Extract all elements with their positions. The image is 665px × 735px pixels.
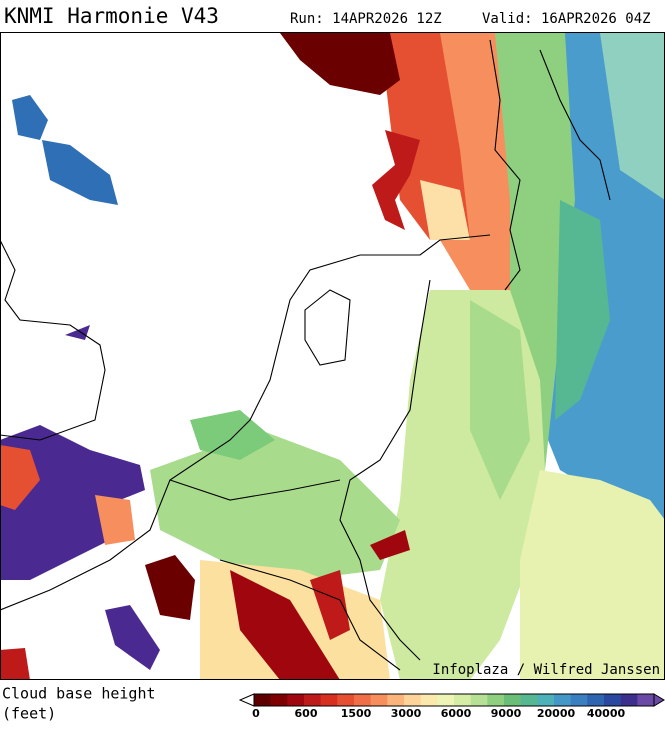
colorbar-tick-label: 40000	[587, 707, 626, 720]
map	[0, 32, 665, 680]
colorbar-tick-label: 0	[252, 707, 260, 720]
colorbar-frame	[253, 693, 655, 707]
border	[169, 479, 341, 501]
cloud-field	[12, 95, 48, 140]
cloud-field	[600, 33, 664, 200]
cloud-field	[150, 430, 400, 580]
cloud-field	[65, 325, 90, 340]
cloud-field	[95, 495, 135, 545]
coastline	[489, 39, 521, 291]
colorbar-swatch	[454, 694, 471, 706]
colorbar-swatch	[354, 694, 371, 706]
colorbar-tick-label: 1500	[341, 707, 372, 720]
cloud-field	[470, 300, 530, 500]
cloud-field	[1, 648, 30, 679]
cloud-field	[190, 410, 275, 460]
colorbar-tick-label: 3000	[391, 707, 422, 720]
colorbar-swatch	[520, 694, 538, 706]
border	[219, 559, 401, 671]
legend-label: Cloud base height	[2, 685, 156, 703]
cloud-field	[1, 445, 40, 510]
colorbar-swatch	[387, 694, 405, 706]
run-time: Run: 14APR2026 12Z	[290, 11, 442, 27]
coastline	[304, 289, 351, 366]
cloud-field	[372, 130, 420, 230]
colorbar-swatch	[487, 694, 505, 706]
colorbar-swatch	[370, 694, 388, 706]
colorbar-swatch	[270, 694, 288, 706]
cloud-field	[370, 530, 410, 560]
coastline	[539, 49, 611, 201]
cloud-field	[105, 605, 160, 670]
colorbar-swatch	[337, 694, 355, 706]
colorbar-swatch	[254, 694, 271, 706]
cloud-field	[1, 425, 145, 580]
coastline	[1, 234, 491, 611]
cloud-field	[520, 470, 664, 679]
legend-label: (feet)	[2, 705, 56, 723]
credit: Infoplaza / Wilfred Janssen	[432, 662, 660, 678]
cloud-field	[230, 570, 340, 679]
title: KNMI Harmonie V43	[4, 4, 219, 28]
colorbar: 0 600 1500 3000 6000 9000 20000 40000	[238, 693, 665, 720]
colorbar-swatch	[604, 694, 621, 706]
colorbar-swatch	[504, 694, 521, 706]
colorbar-swatch	[570, 694, 588, 706]
valid-time: Valid: 16APR2026 04Z	[482, 11, 651, 27]
colorbar-tick-label: 600	[295, 707, 318, 720]
colorbar-swatch	[470, 694, 488, 706]
coastline	[1, 240, 106, 441]
colorbar-swatch	[420, 694, 438, 706]
cloud-field	[280, 33, 400, 95]
colorbar-tick-label: 9000	[491, 707, 522, 720]
colorbar-swatch	[637, 694, 655, 706]
cloud-field	[555, 200, 610, 420]
cloud-field	[145, 555, 195, 620]
colorbar-swatch	[404, 694, 421, 706]
cloud-field	[420, 180, 470, 240]
colorbar-swatch	[620, 694, 638, 706]
cloud-field	[42, 140, 118, 205]
colorbar-swatch	[554, 694, 571, 706]
colorbar-swatch	[437, 694, 455, 706]
border	[339, 279, 431, 661]
colorbar-swatch	[587, 694, 605, 706]
colorbar-swatch	[304, 694, 321, 706]
colorbar-swatch	[320, 694, 338, 706]
colorbar-swatch	[287, 694, 305, 706]
cloud-field	[310, 570, 350, 640]
colorbar-tick-label: 20000	[537, 707, 576, 720]
colorbar-tick-label: 6000	[441, 707, 472, 720]
colorbar-swatch	[537, 694, 555, 706]
